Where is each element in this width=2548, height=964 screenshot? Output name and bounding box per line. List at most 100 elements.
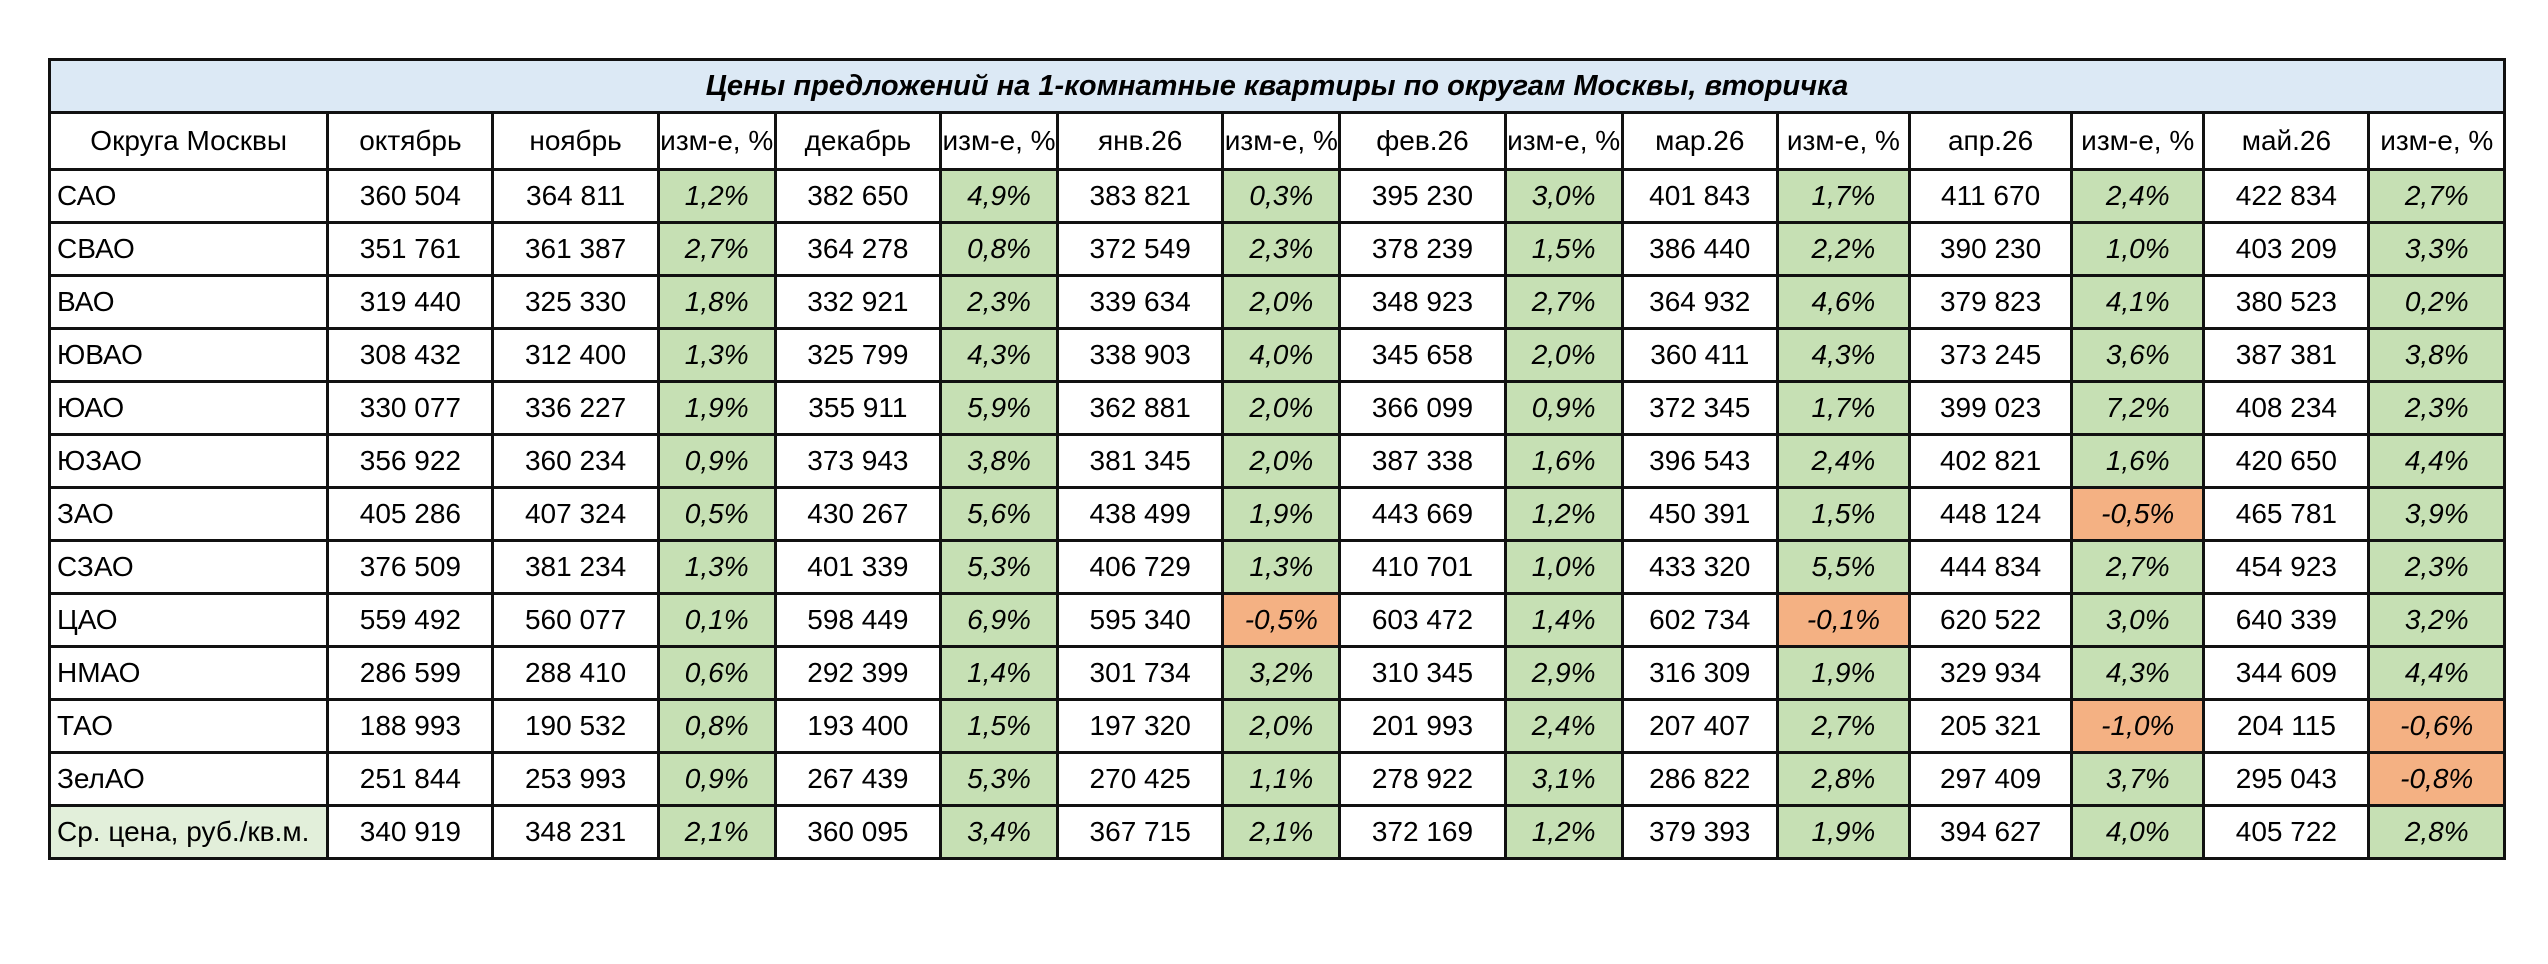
price-cell: 408 234: [2202, 380, 2371, 436]
price-cell: 406 729: [1056, 539, 1225, 595]
change-cell-positive: 1,4%: [1503, 592, 1624, 648]
price-cell: 251 844: [326, 751, 495, 807]
change-cell-positive: 0,6%: [656, 645, 777, 701]
price-cell: 336 227: [491, 380, 660, 436]
change-cell-negative: -0,8%: [2367, 751, 2506, 807]
price-cell: 373 245: [1907, 327, 2074, 383]
change-cell-positive: 2,7%: [1775, 698, 1911, 754]
change-cell-positive: 2,3%: [1221, 221, 1342, 277]
district-name-cell: САО: [47, 168, 330, 224]
change-cell-positive: 1,4%: [938, 645, 1060, 701]
price-cell: 286 822: [1620, 751, 1779, 807]
change-cell-positive: 2,2%: [1775, 221, 1911, 277]
change-cell-positive: 1,2%: [1503, 804, 1624, 860]
table-row: СЗАО 376 509 381 234 1,3% 401 339 5,3% 406 729…: [47, 539, 2506, 595]
price-cell: 443 669: [1338, 486, 1507, 542]
price-cell: 288 410: [491, 645, 660, 701]
change-cell-positive: 1,0%: [1503, 539, 1624, 595]
price-cell: 373 943: [773, 433, 942, 489]
district-name-cell: ЮАО: [47, 380, 330, 436]
price-cell: 372 345: [1620, 380, 1779, 436]
price-cell: 387 338: [1338, 433, 1507, 489]
change-cell-positive: 1,2%: [1503, 486, 1624, 542]
price-cell: 367 715: [1056, 804, 1225, 860]
change-cell-positive: 4,9%: [938, 168, 1060, 224]
change-cell-positive: 2,0%: [1221, 698, 1342, 754]
header-change: изм-е, %: [1775, 111, 1911, 171]
table-row: ЦАО 559 492 560 077 0,1% 598 449 6,9% 595 340-…: [47, 592, 2506, 648]
change-cell-positive: 0,8%: [938, 221, 1060, 277]
change-cell-positive: 0,9%: [656, 751, 777, 807]
change-cell-positive: 1,9%: [1775, 804, 1911, 860]
change-cell-positive: 3,8%: [2367, 327, 2506, 383]
change-cell-positive: 2,7%: [2367, 168, 2506, 224]
price-cell: 197 320: [1056, 698, 1225, 754]
change-cell-positive: 1,5%: [1775, 486, 1911, 542]
district-name-cell: ВАО: [47, 274, 330, 330]
price-cell: 362 881: [1056, 380, 1225, 436]
price-cell: 438 499: [1056, 486, 1225, 542]
price-cell: 338 903: [1056, 327, 1225, 383]
price-cell: 340 919: [326, 804, 495, 860]
header-change: изм-е, %: [1503, 111, 1624, 171]
price-cell: 364 278: [773, 221, 942, 277]
change-cell-positive: 1,3%: [1221, 539, 1342, 595]
price-cell: 559 492: [326, 592, 495, 648]
price-cell: 348 923: [1338, 274, 1507, 330]
district-name-cell: ЮВАО: [47, 327, 330, 383]
price-cell: 253 993: [491, 751, 660, 807]
price-cell: 330 077: [326, 380, 495, 436]
change-cell-positive: 1,9%: [1775, 645, 1911, 701]
price-cell: 310 345: [1338, 645, 1507, 701]
price-cell: 399 023: [1907, 380, 2074, 436]
price-cell: 345 658: [1338, 327, 1507, 383]
price-cell: 295 043: [2202, 751, 2371, 807]
price-cell: 386 440: [1620, 221, 1779, 277]
price-cell: 351 761: [326, 221, 495, 277]
change-cell-positive: 1,5%: [1503, 221, 1624, 277]
header-month: фев.26: [1338, 111, 1507, 171]
change-cell-positive: 0,3%: [1221, 168, 1342, 224]
change-cell-positive: 5,5%: [1775, 539, 1911, 595]
change-cell-positive: 1,6%: [2070, 433, 2206, 489]
change-cell-positive: 0,8%: [656, 698, 777, 754]
change-cell-positive: 2,0%: [1221, 380, 1342, 436]
change-cell-positive: 3,2%: [1221, 645, 1342, 701]
price-cell: 405 722: [2202, 804, 2371, 860]
price-cell: 395 230: [1338, 168, 1507, 224]
table-row: НМАО 286 599 288 410 0,6% 292 399 1,4% 301 734…: [47, 645, 2506, 701]
change-cell-positive: 6,9%: [938, 592, 1060, 648]
price-cell: 603 472: [1338, 592, 1507, 648]
price-cell: 379 393: [1620, 804, 1779, 860]
change-cell-positive: 1,0%: [2070, 221, 2206, 277]
change-cell-positive: 1,5%: [938, 698, 1060, 754]
change-cell-positive: 4,0%: [2070, 804, 2206, 860]
change-cell-positive: 2,4%: [1503, 698, 1624, 754]
price-cell: 560 077: [491, 592, 660, 648]
price-cell: 355 911: [773, 380, 942, 436]
price-cell: 329 934: [1907, 645, 2074, 701]
price-cell: 292 399: [773, 645, 942, 701]
change-cell-positive: 3,6%: [2070, 327, 2206, 383]
district-name-cell: Ср. цена, руб./кв.м.: [47, 804, 330, 860]
price-cell: 640 339: [2202, 592, 2371, 648]
change-cell-positive: 3,3%: [2367, 221, 2506, 277]
price-cell: 381 234: [491, 539, 660, 595]
header-change: изм-е, %: [2367, 111, 2506, 171]
header-month: апр.26: [1907, 111, 2074, 171]
change-cell-positive: 3,0%: [2070, 592, 2206, 648]
price-cell: 595 340: [1056, 592, 1225, 648]
change-cell-positive: 1,6%: [1503, 433, 1624, 489]
price-cell: 286 599: [326, 645, 495, 701]
price-table: Цены предложений на 1-комнатные квартиры…: [47, 58, 2506, 860]
district-name-cell: СЗАО: [47, 539, 330, 595]
table-body: САО 360 504 364 811 1,2% 382 650 4,9% 383 821 0…: [47, 168, 2506, 860]
price-cell: 379 823: [1907, 274, 2074, 330]
price-cell: 193 400: [773, 698, 942, 754]
price-cell: 308 432: [326, 327, 495, 383]
change-cell-positive: 2,8%: [2367, 804, 2506, 860]
change-cell-positive: 2,4%: [1775, 433, 1911, 489]
price-cell: 360 095: [773, 804, 942, 860]
change-cell-positive: 1,8%: [656, 274, 777, 330]
price-cell: 372 169: [1338, 804, 1507, 860]
